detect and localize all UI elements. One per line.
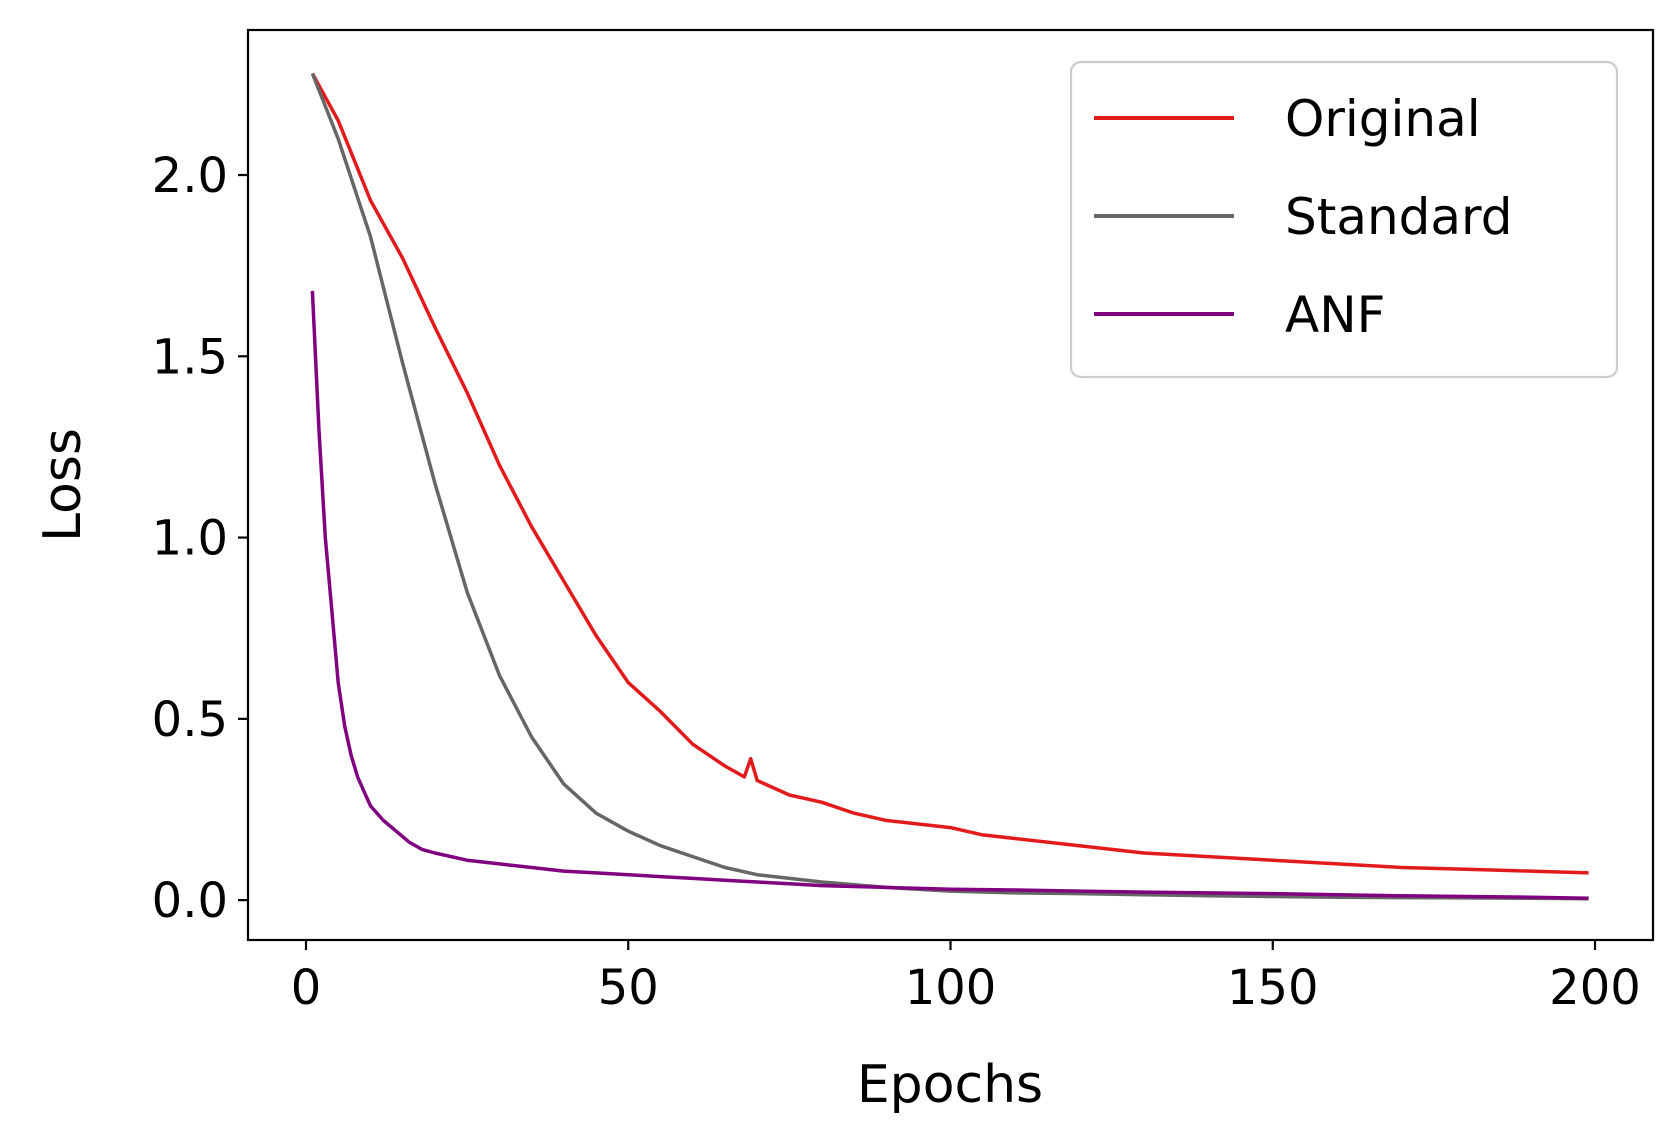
y-axis: 0.0 0.5 1.0 1.5 2.0 xyxy=(152,148,248,929)
x-tick-label: 0 xyxy=(291,960,322,1016)
y-axis-title: Loss xyxy=(33,428,93,542)
legend-label-original: Original xyxy=(1285,90,1481,148)
y-tick-label: 1.5 xyxy=(152,329,228,385)
series-line-original xyxy=(310,72,1589,875)
x-tick-label: 50 xyxy=(598,960,659,1016)
legend-label-anf: ANF xyxy=(1285,286,1385,344)
y-tick-label: 2.0 xyxy=(152,148,228,204)
x-axis: 0 50 100 150 200 xyxy=(291,940,1641,1016)
legend-items: Original Standard ANF xyxy=(1094,90,1512,344)
series-layer xyxy=(310,72,1589,901)
series-line-standard xyxy=(310,72,1589,901)
y-tick-label: 1.0 xyxy=(152,511,228,567)
y-tick-label: 0.0 xyxy=(152,873,228,929)
series-line-anf xyxy=(310,290,1589,901)
x-tick-label: 100 xyxy=(905,960,997,1016)
x-tick-label: 200 xyxy=(1549,960,1641,1016)
y-tick-label: 0.5 xyxy=(152,692,228,748)
x-axis-title: Epochs xyxy=(857,1055,1043,1115)
legend-label-standard: Standard xyxy=(1285,188,1512,246)
legend: Original Standard ANF xyxy=(1069,60,1619,379)
legend-box xyxy=(1069,60,1619,379)
x-tick-label: 150 xyxy=(1227,960,1319,1016)
